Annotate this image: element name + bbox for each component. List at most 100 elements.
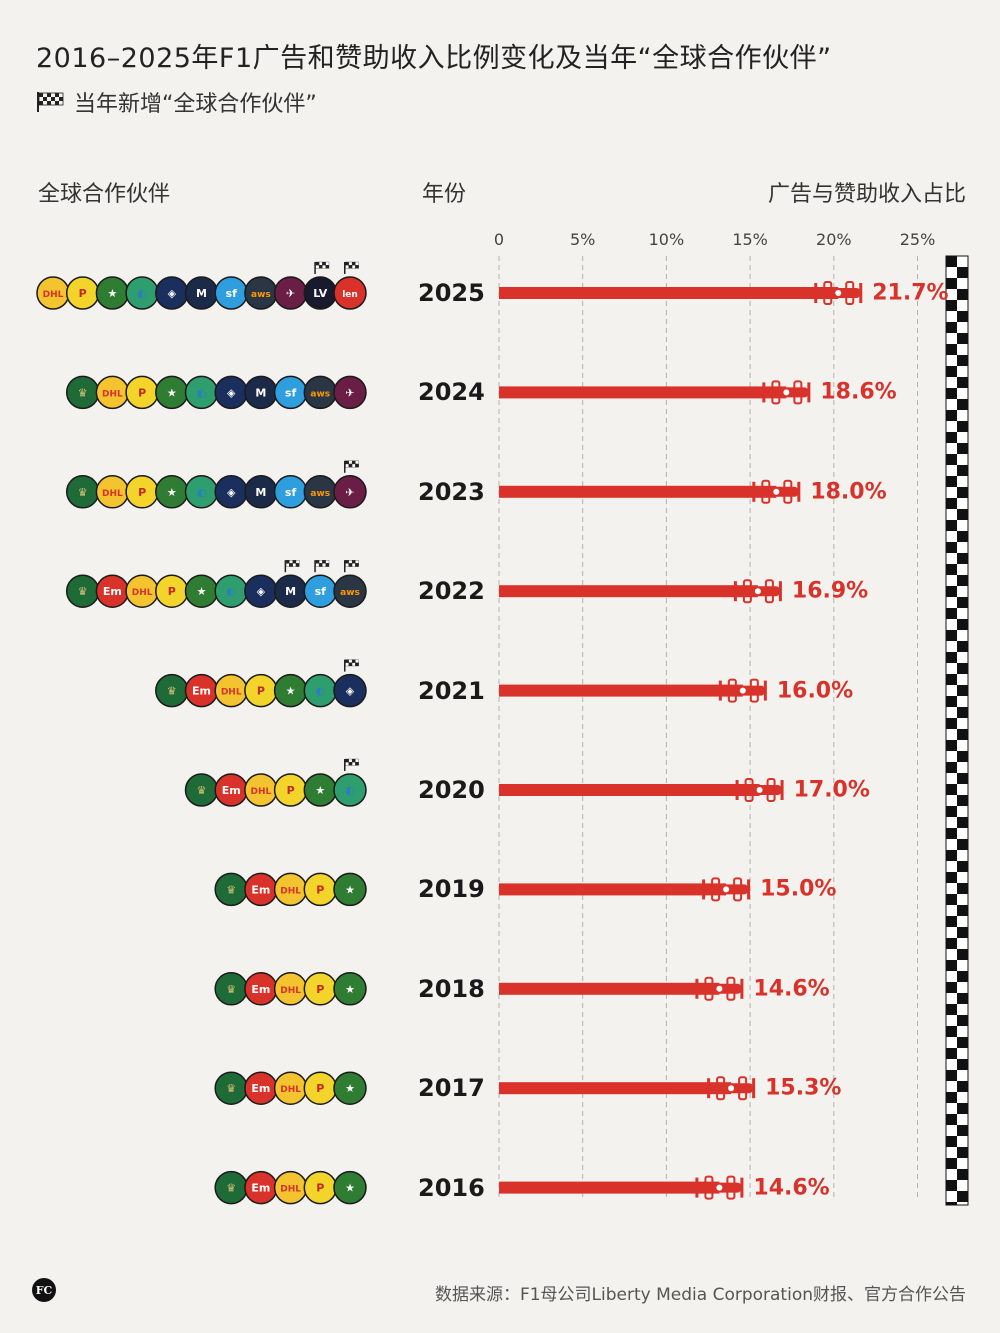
finish-square xyxy=(946,542,957,553)
x-tick-label: 10% xyxy=(648,230,685,249)
bar-2017 xyxy=(499,1082,732,1095)
partner-logo-heineken: ★ xyxy=(303,773,338,807)
x-tick-label: 20% xyxy=(816,230,852,249)
value-label: 15.0% xyxy=(760,876,837,902)
svg-text:♛: ♛ xyxy=(226,983,236,996)
finish-square xyxy=(957,839,968,850)
svg-text:Em: Em xyxy=(103,585,122,598)
value-label: 21.7% xyxy=(872,280,949,306)
bar-2019 xyxy=(499,883,727,896)
year-label: 2019 xyxy=(418,875,485,904)
svg-text:P: P xyxy=(257,685,265,698)
new-partner-flag-icon xyxy=(314,560,330,573)
year-label: 2024 xyxy=(418,378,485,407)
svg-text:★: ★ xyxy=(345,983,355,996)
finish-square xyxy=(946,498,957,509)
year-label: 2016 xyxy=(418,1173,485,1202)
finish-square xyxy=(946,586,957,597)
finish-square xyxy=(946,696,957,707)
finish-square xyxy=(946,344,957,355)
partner-logo-rolex: ♛ xyxy=(65,375,100,410)
svg-text:♛: ♛ xyxy=(226,1082,236,1095)
finish-square xyxy=(946,828,957,839)
svg-text:len: len xyxy=(342,290,358,300)
finish-square xyxy=(957,729,968,740)
svg-text:★: ★ xyxy=(286,685,296,698)
partner-logo-lvmh: LV xyxy=(303,276,338,310)
year-label: 2021 xyxy=(418,676,485,705)
partner-logo-pirelli: P xyxy=(303,1170,338,1205)
finish-square xyxy=(957,1147,968,1158)
partner-logo-qatar: ✈ xyxy=(333,375,367,410)
partner-logo-pirelli: P xyxy=(65,276,100,310)
svg-text:sf: sf xyxy=(315,585,327,598)
source-note: 数据来源：F1母公司Liberty Media Corporation财报、官方… xyxy=(434,1285,966,1305)
finish-square xyxy=(946,674,957,685)
partner-logo-dhl: DHL xyxy=(95,475,130,509)
svg-text:M: M xyxy=(285,585,296,598)
svg-text:★: ★ xyxy=(345,883,355,896)
svg-text:DHL: DHL xyxy=(280,1085,301,1095)
svg-text:P: P xyxy=(316,1082,324,1095)
finish-square xyxy=(946,630,957,641)
finish-square xyxy=(946,982,957,993)
partner-logo-pirelli: P xyxy=(273,773,308,807)
partner-logo-heineken: ★ xyxy=(95,276,130,310)
svg-text:P: P xyxy=(138,486,146,499)
finish-square xyxy=(957,487,968,498)
year-label: 2025 xyxy=(418,279,485,307)
finish-square xyxy=(957,333,968,344)
header-year: 年份 xyxy=(422,182,467,207)
finish-square xyxy=(946,806,957,817)
partner-logo-aws: aws xyxy=(244,276,278,310)
partner-logo-pirelli: P xyxy=(303,972,338,1006)
finish-square xyxy=(957,993,968,1004)
finish-square xyxy=(957,707,968,718)
finish-square xyxy=(946,476,957,487)
svg-text:DHL: DHL xyxy=(280,886,301,896)
finish-square xyxy=(946,894,957,905)
partner-logo-heineken: ★ xyxy=(333,872,367,907)
bar-2025 xyxy=(499,287,839,299)
race-car-icon xyxy=(707,1076,756,1101)
svg-text:Em: Em xyxy=(251,983,270,996)
finish-square xyxy=(946,454,957,465)
svg-text:★: ★ xyxy=(345,1182,355,1195)
value-label: 15.3% xyxy=(765,1075,842,1101)
bar-2020 xyxy=(499,784,760,796)
partner-logo-lenovo: len xyxy=(333,276,367,310)
svg-text:Em: Em xyxy=(192,685,211,698)
svg-text:★: ★ xyxy=(107,287,117,300)
partner-logo-heineken: ★ xyxy=(155,475,189,509)
race-car-icon xyxy=(752,479,801,504)
finish-square xyxy=(946,322,957,333)
finish-square xyxy=(946,1114,957,1125)
svg-text:sf: sf xyxy=(226,287,238,300)
x-tick-label: 25% xyxy=(899,230,936,249)
svg-text:P: P xyxy=(316,883,324,896)
finish-square xyxy=(957,795,968,806)
svg-text:✈: ✈ xyxy=(345,386,354,399)
finish-square xyxy=(957,619,968,630)
value-label: 16.0% xyxy=(776,678,854,704)
finish-square xyxy=(957,509,968,520)
partner-logo-dhl: DHL xyxy=(244,773,278,807)
svg-text:P: P xyxy=(287,784,295,797)
finish-square xyxy=(957,399,968,410)
new-partner-flag-icon xyxy=(344,659,359,672)
finish-square xyxy=(957,443,968,454)
partner-logo-pirelli: P xyxy=(244,673,278,708)
legend: 当年新增“全球合作伙伴” xyxy=(36,86,317,118)
partner-logo-aramco: ◐ xyxy=(184,375,219,410)
svg-text:P: P xyxy=(168,585,176,598)
finish-square xyxy=(957,817,968,828)
svg-text:♛: ♛ xyxy=(78,386,88,399)
partner-logo-pirelli: P xyxy=(125,475,159,509)
svg-text:◐: ◐ xyxy=(345,784,355,797)
partner-logo-emirates: Em xyxy=(184,673,219,708)
finish-square xyxy=(946,608,957,619)
legend-label: 当年新增“全球合作伙伴” xyxy=(74,92,317,117)
finish-square xyxy=(957,1037,968,1048)
svg-text:aws: aws xyxy=(310,389,330,399)
